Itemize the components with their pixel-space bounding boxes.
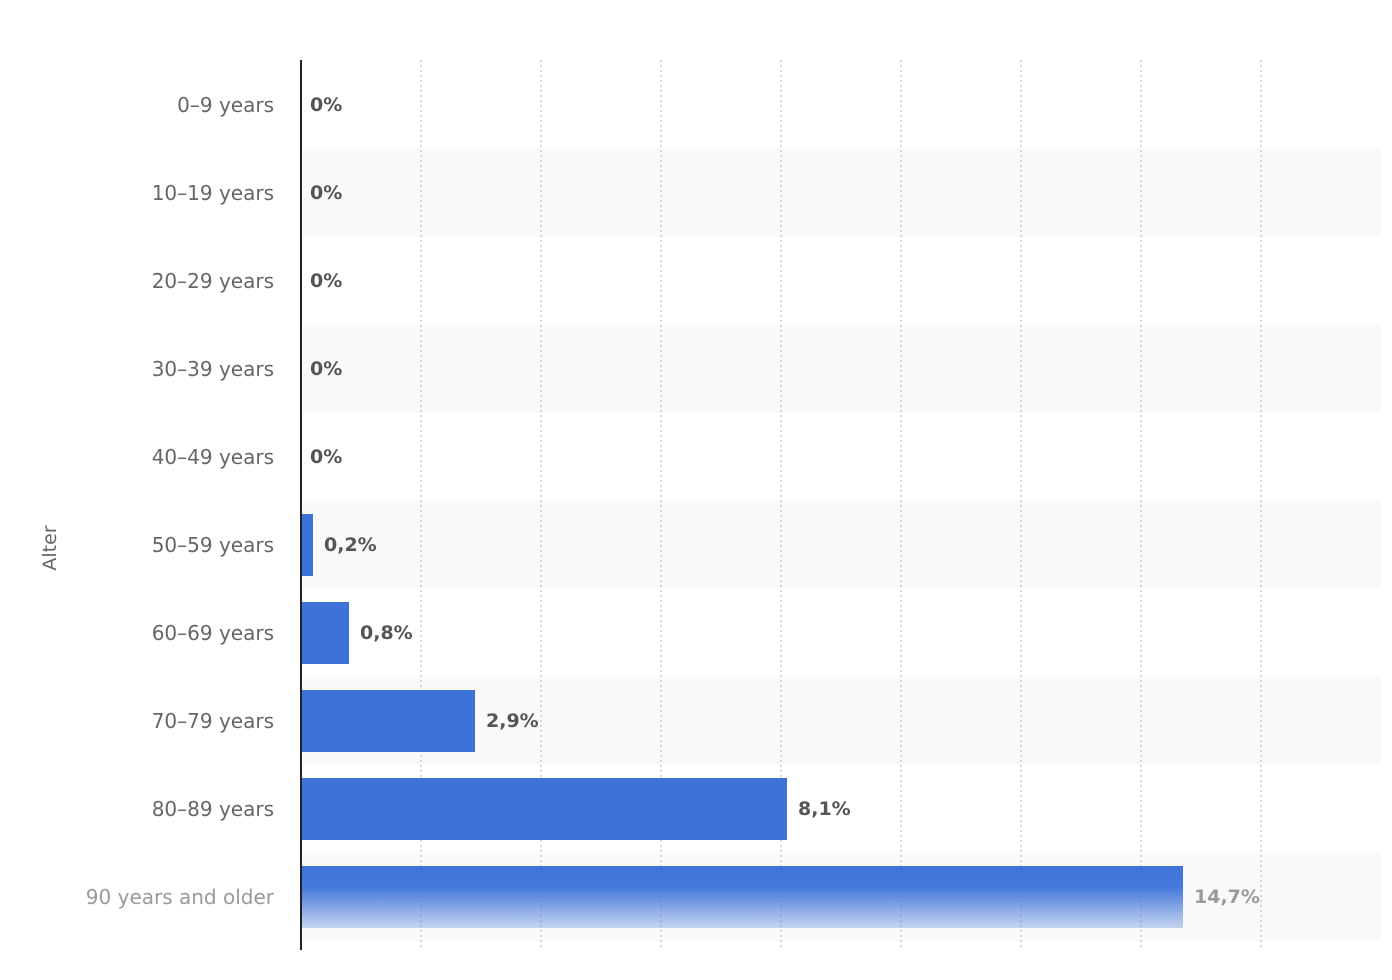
- bar[interactable]: [301, 778, 787, 840]
- value-label: 2,9%: [486, 710, 539, 732]
- category-label: 90 years and older: [86, 885, 275, 909]
- bar[interactable]: [301, 866, 1183, 928]
- category-label: 0–9 years: [177, 93, 274, 117]
- value-label: 0%: [310, 358, 342, 380]
- bar[interactable]: [301, 602, 349, 664]
- category-label: 10–19 years: [152, 181, 274, 205]
- bar[interactable]: [301, 514, 313, 576]
- row-band: [302, 501, 1381, 589]
- row-band: [302, 325, 1381, 413]
- value-labels: 0% 0% 0% 0% 0% 0,2% 0,8% 2,9% 8,1% 14,7%: [310, 94, 1260, 908]
- category-label: 60–69 years: [152, 621, 274, 645]
- category-label: 40–49 years: [152, 445, 274, 469]
- category-labels: 0–9 years 10–19 years 20–29 years 30–39 yea…: [86, 93, 275, 909]
- value-label: 8,1%: [798, 798, 851, 820]
- category-label: 70–79 years: [152, 709, 274, 733]
- value-label: 0,2%: [324, 534, 377, 556]
- value-label: 14,7%: [1194, 886, 1260, 908]
- value-label: 0%: [310, 270, 342, 292]
- value-label: 0%: [310, 94, 342, 116]
- category-label: 80–89 years: [152, 797, 274, 821]
- y-axis-title: Alter: [39, 525, 61, 570]
- bar[interactable]: [301, 690, 475, 752]
- value-label: 0%: [310, 446, 342, 468]
- row-band: [302, 149, 1381, 237]
- category-label: 50–59 years: [152, 533, 274, 557]
- value-label: 0,8%: [360, 622, 413, 644]
- value-label: 0%: [310, 182, 342, 204]
- bars: [301, 514, 1183, 928]
- category-label: 20–29 years: [152, 269, 274, 293]
- row-band: [302, 677, 1381, 765]
- category-label: 30–39 years: [152, 357, 274, 381]
